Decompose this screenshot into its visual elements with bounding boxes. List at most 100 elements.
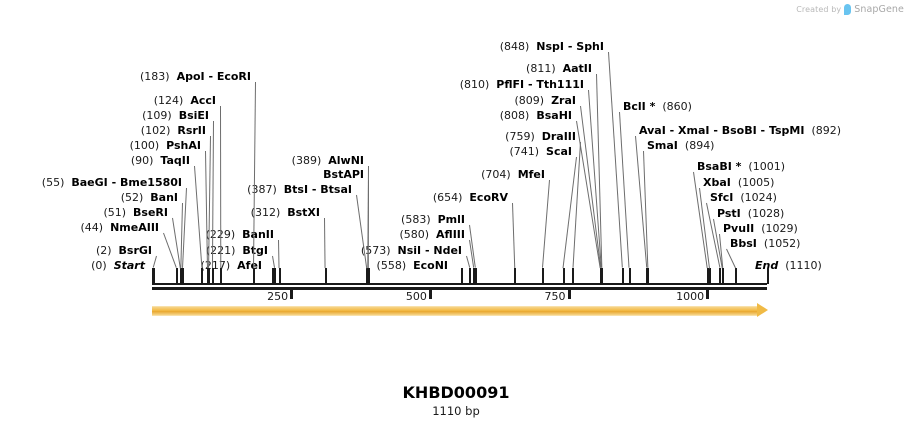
site-position: (894): [677, 139, 715, 152]
site-label-banii[interactable]: (229) BanII: [206, 229, 274, 240]
site-label-bcli[interactable]: BclI * (860): [623, 101, 692, 112]
site-label-afliii[interactable]: (580) AflIII: [399, 229, 465, 240]
enzyme-name: BtsI: [283, 183, 309, 196]
site-label-ecorv[interactable]: (654) EcoRV: [433, 192, 508, 203]
site-label-bbsi[interactable]: BbsI (1052): [730, 238, 800, 249]
site-position: (809): [514, 94, 552, 107]
enzyme-name: RsrII: [177, 124, 206, 137]
site-position: (810): [459, 78, 497, 91]
backbone-upper-line: [151, 283, 768, 285]
ruler-label-250: 250: [267, 290, 289, 303]
site-label-afei[interactable]: (217) AfeI: [201, 260, 262, 271]
site-label-end[interactable]: End (1110): [755, 260, 822, 271]
site-tick: [211, 268, 214, 284]
site-label-baegi[interactable]: (55) BaeGI - Bme1580I: [42, 177, 182, 188]
site-position: (1001): [741, 160, 786, 173]
site-label-bsiei[interactable]: (109) BsiEI: [142, 110, 209, 121]
site-tick: [179, 268, 182, 284]
site-label-bseri[interactable]: (51) BseRI: [103, 207, 168, 218]
enzyme-name: NdeI: [433, 244, 462, 257]
site-label-bsrgi[interactable]: (2) BsrGI: [96, 245, 152, 256]
site-tick: [208, 268, 211, 284]
site-label-aatii[interactable]: (811) AatII: [526, 63, 592, 74]
site-tick: [572, 268, 575, 284]
enzyme-name: BsoBI: [721, 124, 757, 137]
page-subtitle: 1110 bp: [432, 404, 480, 418]
site-label-pvuii[interactable]: PvuII (1029): [723, 223, 798, 234]
ruler-tick-500: [428, 289, 432, 299]
ruler-label-1000: 1000: [676, 290, 705, 303]
enzyme-name: ApoI: [176, 70, 205, 83]
site-label-draiii[interactable]: (759) DraIII: [505, 131, 576, 142]
site-label-zrai[interactable]: (809) ZraI: [515, 95, 577, 106]
methylation-asterisk: *: [645, 100, 656, 113]
site-label-pmli[interactable]: (583) PmlI: [401, 214, 465, 225]
enzyme-name: PstI: [717, 207, 741, 220]
enzyme-name: ScaI: [546, 145, 572, 158]
site-label-bstapi[interactable]: BstAPI: [323, 169, 364, 180]
site-label-pshai[interactable]: (100) PshAI: [130, 140, 201, 151]
site-label-pflfi[interactable]: (810) PflFI - Tth111I: [460, 79, 584, 90]
site-label-bsabi[interactable]: BsaBI * (1001): [697, 161, 785, 172]
enzyme-name: PshAI: [166, 139, 201, 152]
enzyme-name: AflIII: [436, 228, 465, 241]
site-label-bani[interactable]: (52) BanI: [121, 192, 178, 203]
site-tick: [469, 268, 472, 284]
site-label-sfci[interactable]: SfcI (1024): [710, 192, 777, 203]
site-label-acci[interactable]: (124) AccI: [154, 95, 216, 106]
site-label-alwni[interactable]: (389) AlwNI: [292, 155, 364, 166]
methylation-asterisk: *: [731, 160, 742, 173]
site-label-psti[interactable]: PstI (1028): [717, 208, 784, 219]
site-label-mfei[interactable]: (704) MfeI: [481, 169, 545, 180]
site-tick: [474, 268, 477, 284]
site-label-apoi[interactable]: (183) ApoI - EcoRI: [140, 71, 251, 82]
enzyme-name: BsrGI: [118, 244, 152, 257]
enzyme-name: XmaI: [678, 124, 710, 137]
site-position: (741): [509, 145, 547, 158]
site-tick: [628, 268, 631, 284]
site-tick: [274, 268, 277, 284]
site-label-smai[interactable]: SmaI (894): [647, 140, 714, 151]
site-label-scai[interactable]: (741) ScaI: [509, 146, 572, 157]
ruler-tick-1000: [706, 289, 710, 299]
enzyme-name: NsiI: [397, 244, 422, 257]
site-tick: [767, 268, 770, 284]
site-tick: [220, 268, 223, 284]
enzyme-name: MfeI: [517, 168, 545, 181]
site-label-start[interactable]: (0) Start: [91, 260, 145, 271]
snapgene-logo-icon: [844, 4, 852, 15]
site-label-nmeaiii[interactable]: (44) NmeAIII: [81, 222, 160, 233]
site-tick: [253, 268, 255, 284]
site-position: (811): [526, 62, 563, 75]
site-position: (102): [140, 124, 178, 137]
orf-arrow-body: [151, 306, 759, 316]
separator: -: [756, 124, 769, 137]
site-label-nspi[interactable]: (848) NspI - SphI: [500, 41, 604, 52]
page-title: KHBD00091: [402, 383, 510, 402]
ruler-label-750: 750: [544, 290, 566, 303]
enzyme-name: Tth111I: [536, 78, 584, 91]
site-label-nsii[interactable]: (573) NsiI - NdeI: [361, 245, 462, 256]
site-label-xbai[interactable]: XbaI (1005): [703, 177, 774, 188]
site-label-bsahi[interactable]: (808) BsaHI: [500, 110, 572, 121]
site-label-rsrii[interactable]: (102) RsrII: [141, 125, 206, 136]
site-label-btsi[interactable]: (387) BtsI - BtsaI: [247, 184, 352, 195]
site-position: (1029): [754, 222, 798, 235]
enzyme-name: BanII: [242, 228, 274, 241]
site-tick: [735, 268, 737, 284]
site-tick: [599, 268, 602, 284]
enzyme-name: EcoRI: [216, 70, 251, 83]
site-label-btgi[interactable]: (221) BtgI: [206, 245, 268, 256]
site-label-econi[interactable]: (558) EcoNI: [377, 260, 448, 271]
separator: -: [564, 40, 577, 53]
site-label-avai[interactable]: AvaI - XmaI - BsoBI - TspMI (892): [639, 125, 841, 136]
site-tick: [152, 268, 155, 284]
enzyme-name: BsaBI: [697, 160, 732, 173]
site-position: (704): [481, 168, 518, 181]
site-position: (217): [200, 259, 238, 272]
site-tick: [206, 268, 209, 284]
site-label-bstxi[interactable]: (312) BstXI: [251, 207, 320, 218]
site-label-taqii[interactable]: (90) TaqII: [131, 155, 190, 166]
site-position: (583): [401, 213, 438, 226]
site-position: (848): [499, 40, 537, 53]
